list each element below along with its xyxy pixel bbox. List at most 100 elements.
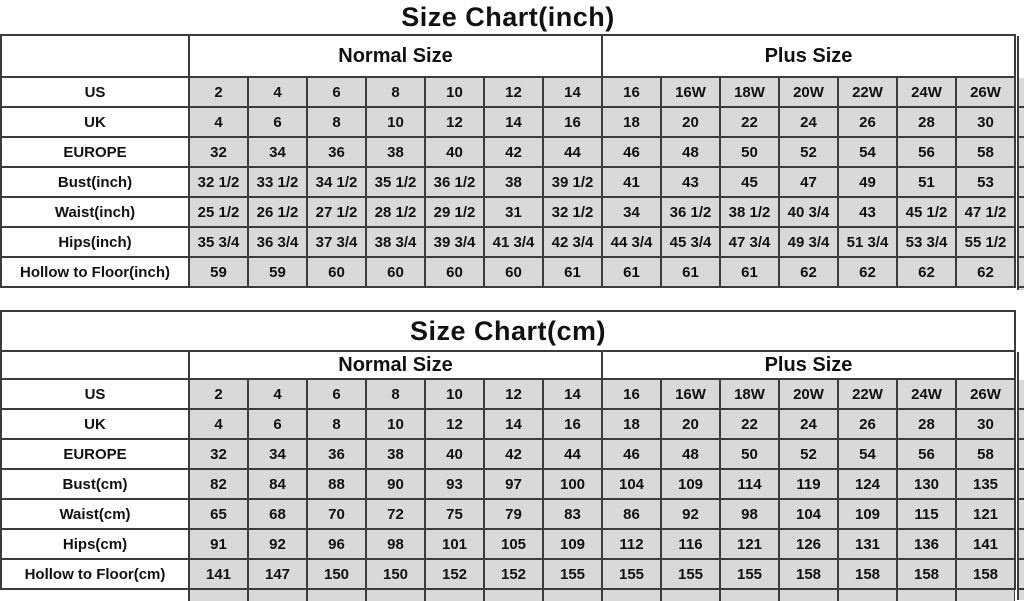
- size-cell: 44: [542, 438, 603, 470]
- size-cell: 32 1/2: [188, 166, 249, 198]
- cutoff-next-column-strip: [1017, 78, 1024, 290]
- row-label: UK: [0, 106, 190, 138]
- size-cell: 158: [896, 558, 957, 590]
- size-cell: 31: [483, 196, 544, 228]
- size-cell: 20: [660, 106, 721, 138]
- size-cell: 16: [601, 76, 662, 108]
- row-label: EUROPE: [0, 438, 190, 470]
- size-cell: 124: [837, 468, 898, 500]
- size-cell: 109: [837, 498, 898, 530]
- size-cell: 22W: [837, 378, 898, 410]
- size-cell: 12: [424, 408, 485, 440]
- size-cell: 38 1/2: [719, 196, 780, 228]
- size-cell: 34: [601, 196, 662, 228]
- size-cell: 59: [247, 256, 308, 288]
- size-cell: 92: [660, 498, 721, 530]
- size-cell: 158: [955, 558, 1016, 590]
- size-cell: 36 3/4: [247, 226, 308, 258]
- size-cell: 60: [306, 256, 367, 288]
- size-cell: 70: [306, 498, 367, 530]
- size-cell: 47 3/4: [719, 226, 780, 258]
- size-cell: 38: [365, 136, 426, 168]
- size-cell: 91: [188, 528, 249, 560]
- size-cell: 114: [719, 468, 780, 500]
- size-cell: 10: [424, 76, 485, 108]
- size-cell: 35 1/2: [365, 166, 426, 198]
- size-cell: 86: [601, 498, 662, 530]
- size-cell: 98: [365, 528, 426, 560]
- size-cell: 65: [188, 498, 249, 530]
- row-label: Waist(cm): [0, 498, 190, 530]
- size-cell: 2: [188, 76, 249, 108]
- size-cell: 104: [778, 498, 839, 530]
- size-cell: 90: [365, 468, 426, 500]
- size-cell: 6: [247, 106, 308, 138]
- size-cell: 34: [247, 438, 308, 470]
- size-cell: 18W: [719, 76, 780, 108]
- clipped-bottom-cells: [188, 589, 1015, 601]
- size-cell: 44 3/4: [601, 226, 662, 258]
- table-row: Bust(cm) 82 84 88 90 93 97 100 104 109 114 119 124 13…: [0, 468, 1016, 500]
- size-cell: 20: [660, 408, 721, 440]
- size-cell: 47 1/2: [955, 196, 1016, 228]
- size-cell: 12: [483, 378, 544, 410]
- size-group-header-row: Normal Size Plus Size: [0, 350, 1016, 380]
- size-cell: 152: [483, 558, 544, 590]
- size-cell: 131: [837, 528, 898, 560]
- table-title-row: Size Chart(cm): [0, 310, 1016, 351]
- size-cell: 28: [896, 106, 957, 138]
- size-cell: 84: [247, 468, 308, 500]
- size-cell: 147: [247, 558, 308, 590]
- size-cell: 18: [601, 106, 662, 138]
- size-cell: 28 1/2: [365, 196, 426, 228]
- size-cell: 61: [660, 256, 721, 288]
- size-cell: 16: [601, 378, 662, 410]
- row-label: Waist(inch): [0, 196, 190, 228]
- size-cell: 25 1/2: [188, 196, 249, 228]
- size-cell: 4: [247, 76, 308, 108]
- size-cell: 18: [601, 408, 662, 440]
- size-cell: 75: [424, 498, 485, 530]
- size-cell: 46: [601, 136, 662, 168]
- size-cell: 150: [365, 558, 426, 590]
- size-cell: 34: [247, 136, 308, 168]
- size-cell: 48: [660, 438, 721, 470]
- size-cell: 72: [365, 498, 426, 530]
- cutoff-next-column-strip: [1017, 352, 1024, 380]
- size-cell: 155: [601, 558, 662, 590]
- size-chart-inch-grid: Size Chart(inch) Normal Size Plus Size U…: [0, 0, 1016, 288]
- size-cell: 155: [719, 558, 780, 590]
- size-cell: 16: [542, 408, 603, 440]
- table-row: Hips(inch) 35 3/4 36 3/4 37 3/4 38 3/4 39 3/4…: [0, 226, 1016, 258]
- size-cell: 61: [719, 256, 780, 288]
- plus-size-header: Plus Size: [601, 350, 1016, 380]
- row-label: Bust(cm): [0, 468, 190, 500]
- size-cell: 24W: [896, 378, 957, 410]
- size-cell: 54: [837, 438, 898, 470]
- size-cell: 12: [424, 106, 485, 138]
- size-cell: 152: [424, 558, 485, 590]
- size-cell: 49: [837, 166, 898, 198]
- size-cell: 22W: [837, 76, 898, 108]
- table-title: Size Chart(inch): [1, 0, 1015, 35]
- size-cell: 43: [837, 196, 898, 228]
- size-cell: 14: [483, 106, 544, 138]
- size-cell: 53: [955, 166, 1016, 198]
- plus-size-header: Plus Size: [601, 34, 1016, 78]
- size-cell: 36 1/2: [660, 196, 721, 228]
- size-cell: 4: [247, 378, 308, 410]
- table-row: UK 4 6 8 10 12 14 16 18 20 22 24 26 28 30: [0, 408, 1016, 440]
- size-cell: 8: [365, 378, 426, 410]
- size-cell: 155: [542, 558, 603, 590]
- size-cell: 41 3/4: [483, 226, 544, 258]
- size-cell: 6: [306, 378, 367, 410]
- size-cell: 24: [778, 408, 839, 440]
- size-cell: 26: [837, 106, 898, 138]
- size-cell: 36: [306, 136, 367, 168]
- size-cell: 32 1/2: [542, 196, 603, 228]
- size-cell: 136: [896, 528, 957, 560]
- size-cell: 26W: [955, 378, 1016, 410]
- size-cell: 126: [778, 528, 839, 560]
- size-cell: 93: [424, 468, 485, 500]
- size-cell: 43: [660, 166, 721, 198]
